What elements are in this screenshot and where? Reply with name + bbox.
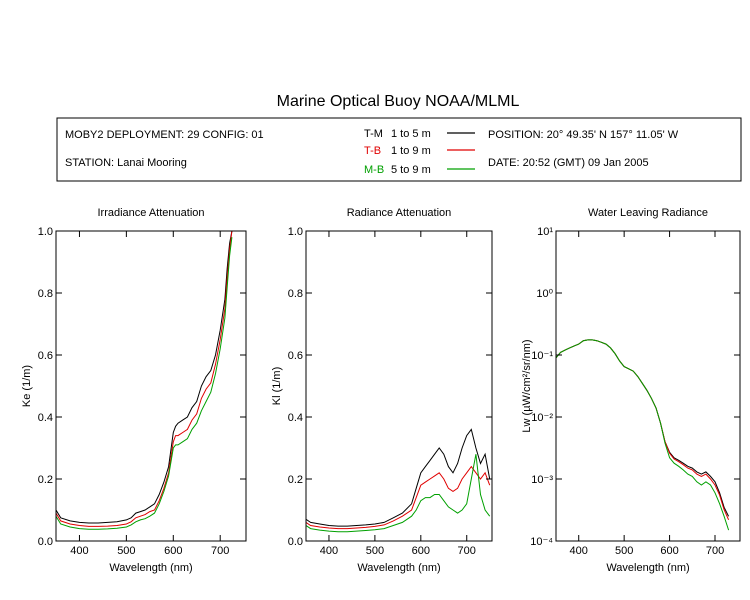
- y-tick-label: 1.0: [38, 226, 53, 238]
- series-line-t-b: [556, 339, 730, 521]
- plot-frame: [305, 230, 493, 542]
- x-tick-label: 500: [366, 545, 384, 557]
- series-line-m-b: [306, 454, 491, 533]
- x-tick-label: 600: [660, 545, 678, 557]
- series-line-t-m: [306, 428, 491, 527]
- y-tick-label: 0.2: [38, 474, 53, 486]
- y-axis-label: Kl (1/m): [271, 367, 283, 406]
- legend-code: M-B: [364, 164, 384, 176]
- legend-code: T-M: [364, 128, 383, 140]
- y-axis-label: Ke (1/m): [21, 365, 33, 407]
- legend-range: 1 to 9 m: [391, 145, 431, 157]
- figure-title: Marine Optical Buoy NOAA/MLML: [277, 93, 520, 110]
- x-tick-label: 600: [412, 545, 430, 557]
- legend-entry-tb: T-B 1 to 9 m: [364, 145, 475, 157]
- header-frame: [56, 117, 742, 182]
- header-box: MOBY2 DEPLOYMENT: 29 CONFIG: 01 STATION:…: [56, 117, 742, 182]
- y-tick-label: 0.6: [288, 350, 303, 362]
- y-tick-label: 10⁰: [536, 288, 553, 300]
- legend-code: T-B: [364, 145, 381, 157]
- position-text: POSITION: 20° 49.35' N 157° 11.05' W: [488, 129, 679, 141]
- y-axis-label: Lw (µW/cm²/sr/nm): [521, 339, 533, 432]
- x-tick-label: 500: [117, 545, 135, 557]
- series-line-m-b: [56, 237, 233, 530]
- x-tick-label: 400: [70, 545, 88, 557]
- plot-frame: [555, 230, 741, 542]
- x-tick-label: 500: [615, 545, 633, 557]
- y-tick-label: 0.8: [288, 288, 303, 300]
- y-tick-label: 10⁻⁴: [530, 536, 553, 548]
- panel-title: Water Leaving Radiance: [588, 207, 708, 219]
- x-axis-label: Wavelength (nm): [357, 562, 440, 574]
- legend-entry-tm: T-M 1 to 5 m: [364, 128, 475, 140]
- y-tick-label: 0.0: [288, 536, 303, 548]
- date-text: DATE: 20:52 (GMT) 09 Jan 2005: [488, 157, 649, 169]
- y-tick-label: 1.0: [288, 226, 303, 238]
- y-tick-label: 10⁻¹: [531, 350, 553, 362]
- y-tick-label: 0.4: [288, 412, 303, 424]
- x-tick-label: 700: [211, 545, 229, 557]
- legend-range: 1 to 5 m: [391, 128, 431, 140]
- series-line-t-b: [56, 231, 233, 527]
- legend-range: 5 to 9 m: [391, 164, 431, 176]
- x-tick-label: 400: [570, 545, 588, 557]
- deployment-text: MOBY2 DEPLOYMENT: 29 CONFIG: 01: [65, 129, 264, 141]
- x-tick-label: 700: [706, 545, 724, 557]
- y-tick-label: 10¹: [537, 226, 553, 238]
- x-axis-label: Wavelength (nm): [109, 562, 192, 574]
- y-tick-label: 0.6: [38, 350, 53, 362]
- series-line-t-b: [306, 465, 491, 530]
- x-tick-label: 400: [320, 545, 338, 557]
- y-tick-label: 10⁻³: [531, 474, 553, 486]
- y-tick-label: 0.4: [38, 412, 53, 424]
- plot-frame: [55, 230, 247, 542]
- series-line-t-m: [556, 339, 730, 517]
- x-tick-label: 600: [164, 545, 182, 557]
- panel-title: Irradiance Attenuation: [97, 207, 204, 219]
- y-tick-label: 0.2: [288, 474, 303, 486]
- water-leaving-radiance-panel: Water Leaving Radiance 400 500 600 700 10¹ 10⁰…: [521, 207, 741, 574]
- series-line-m-b: [556, 339, 730, 531]
- x-tick-label: 700: [458, 545, 476, 557]
- station-text: STATION: Lanai Mooring: [65, 157, 187, 169]
- series-line-t-m: [56, 231, 233, 524]
- panel-title: Radiance Attenuation: [347, 207, 452, 219]
- y-tick-label: 0.0: [38, 536, 53, 548]
- y-tick-label: 0.8: [38, 288, 53, 300]
- radiance-attenuation-panel: Radiance Attenuation 400 500 600 700 0.0 0.2 0.…: [271, 207, 493, 574]
- legend-entry-mb: M-B 5 to 9 m: [364, 164, 475, 176]
- y-tick-label: 10⁻²: [531, 412, 553, 424]
- irradiance-attenuation-panel: Irradiance Attenuation 400 500 600 700 0.0 0.2…: [21, 207, 247, 574]
- x-axis-label: Wavelength (nm): [606, 562, 689, 574]
